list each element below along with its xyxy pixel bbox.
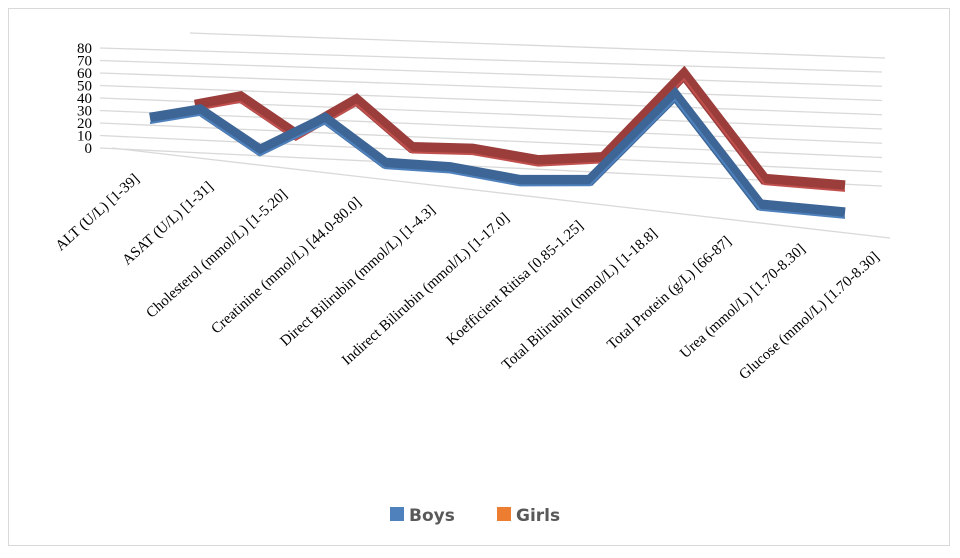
y-tick-label: 70 [77, 54, 92, 70]
y-tick-label: 80 [77, 41, 92, 57]
series-girls [194, 65, 846, 192]
x-tick-label: Direct Bilirubin (mmol/L) [1-4.3] [278, 202, 439, 349]
gridline [99, 47, 883, 73]
legend: Boys Girls [390, 506, 560, 526]
y-tick-label: 10 [77, 129, 92, 145]
x-tick-label: Glucose (mmol/L) [1.70-8.30] [736, 249, 882, 383]
y-tick-label: 60 [77, 66, 92, 82]
series-boys [149, 86, 846, 219]
y-tick-label: 30 [77, 104, 92, 120]
gridline [99, 109, 883, 144]
legend-swatch-boys [390, 507, 404, 521]
floor-front-edge [111, 147, 891, 239]
x-tick-label: ASAT (U/L) [1-31] [119, 179, 216, 269]
x-tick-label: Indirect Bilirubin (mmol/L) [1-17.0] [339, 210, 513, 369]
y-tick-label: 20 [77, 116, 92, 132]
x-tick-label: ALT (U/L) [1-39] [53, 171, 143, 254]
x-tick-label: Koefficient Ritisa [0.85-1.25] [444, 218, 587, 349]
gridline [99, 147, 883, 187]
legend-swatch-girls [497, 507, 511, 521]
legend-label-boys: Boys [409, 506, 455, 526]
legend-label-girls: Girls [516, 506, 560, 526]
y-tick-label: 0 [85, 141, 93, 157]
gridline [99, 59, 883, 87]
series-group [149, 65, 846, 219]
series-ribbon-edge [194, 77, 846, 192]
x-tick-label: Creatinine (mmol/L) [44.0-80.0] [208, 194, 364, 337]
x-tick-label: Cholesterol (mmol/L) [1-5.20] [143, 187, 290, 322]
back-wall-edge [189, 32, 886, 59]
series-ribbon-edge [149, 98, 846, 219]
chart-frame [8, 8, 950, 546]
gridline [99, 84, 883, 116]
gridline [99, 72, 883, 102]
x-tick-label: Total Bilirubin (mmol/L) [1-18.8] [499, 226, 661, 374]
y-tick-label: 40 [77, 91, 92, 107]
y-tick-label: 50 [77, 79, 92, 95]
